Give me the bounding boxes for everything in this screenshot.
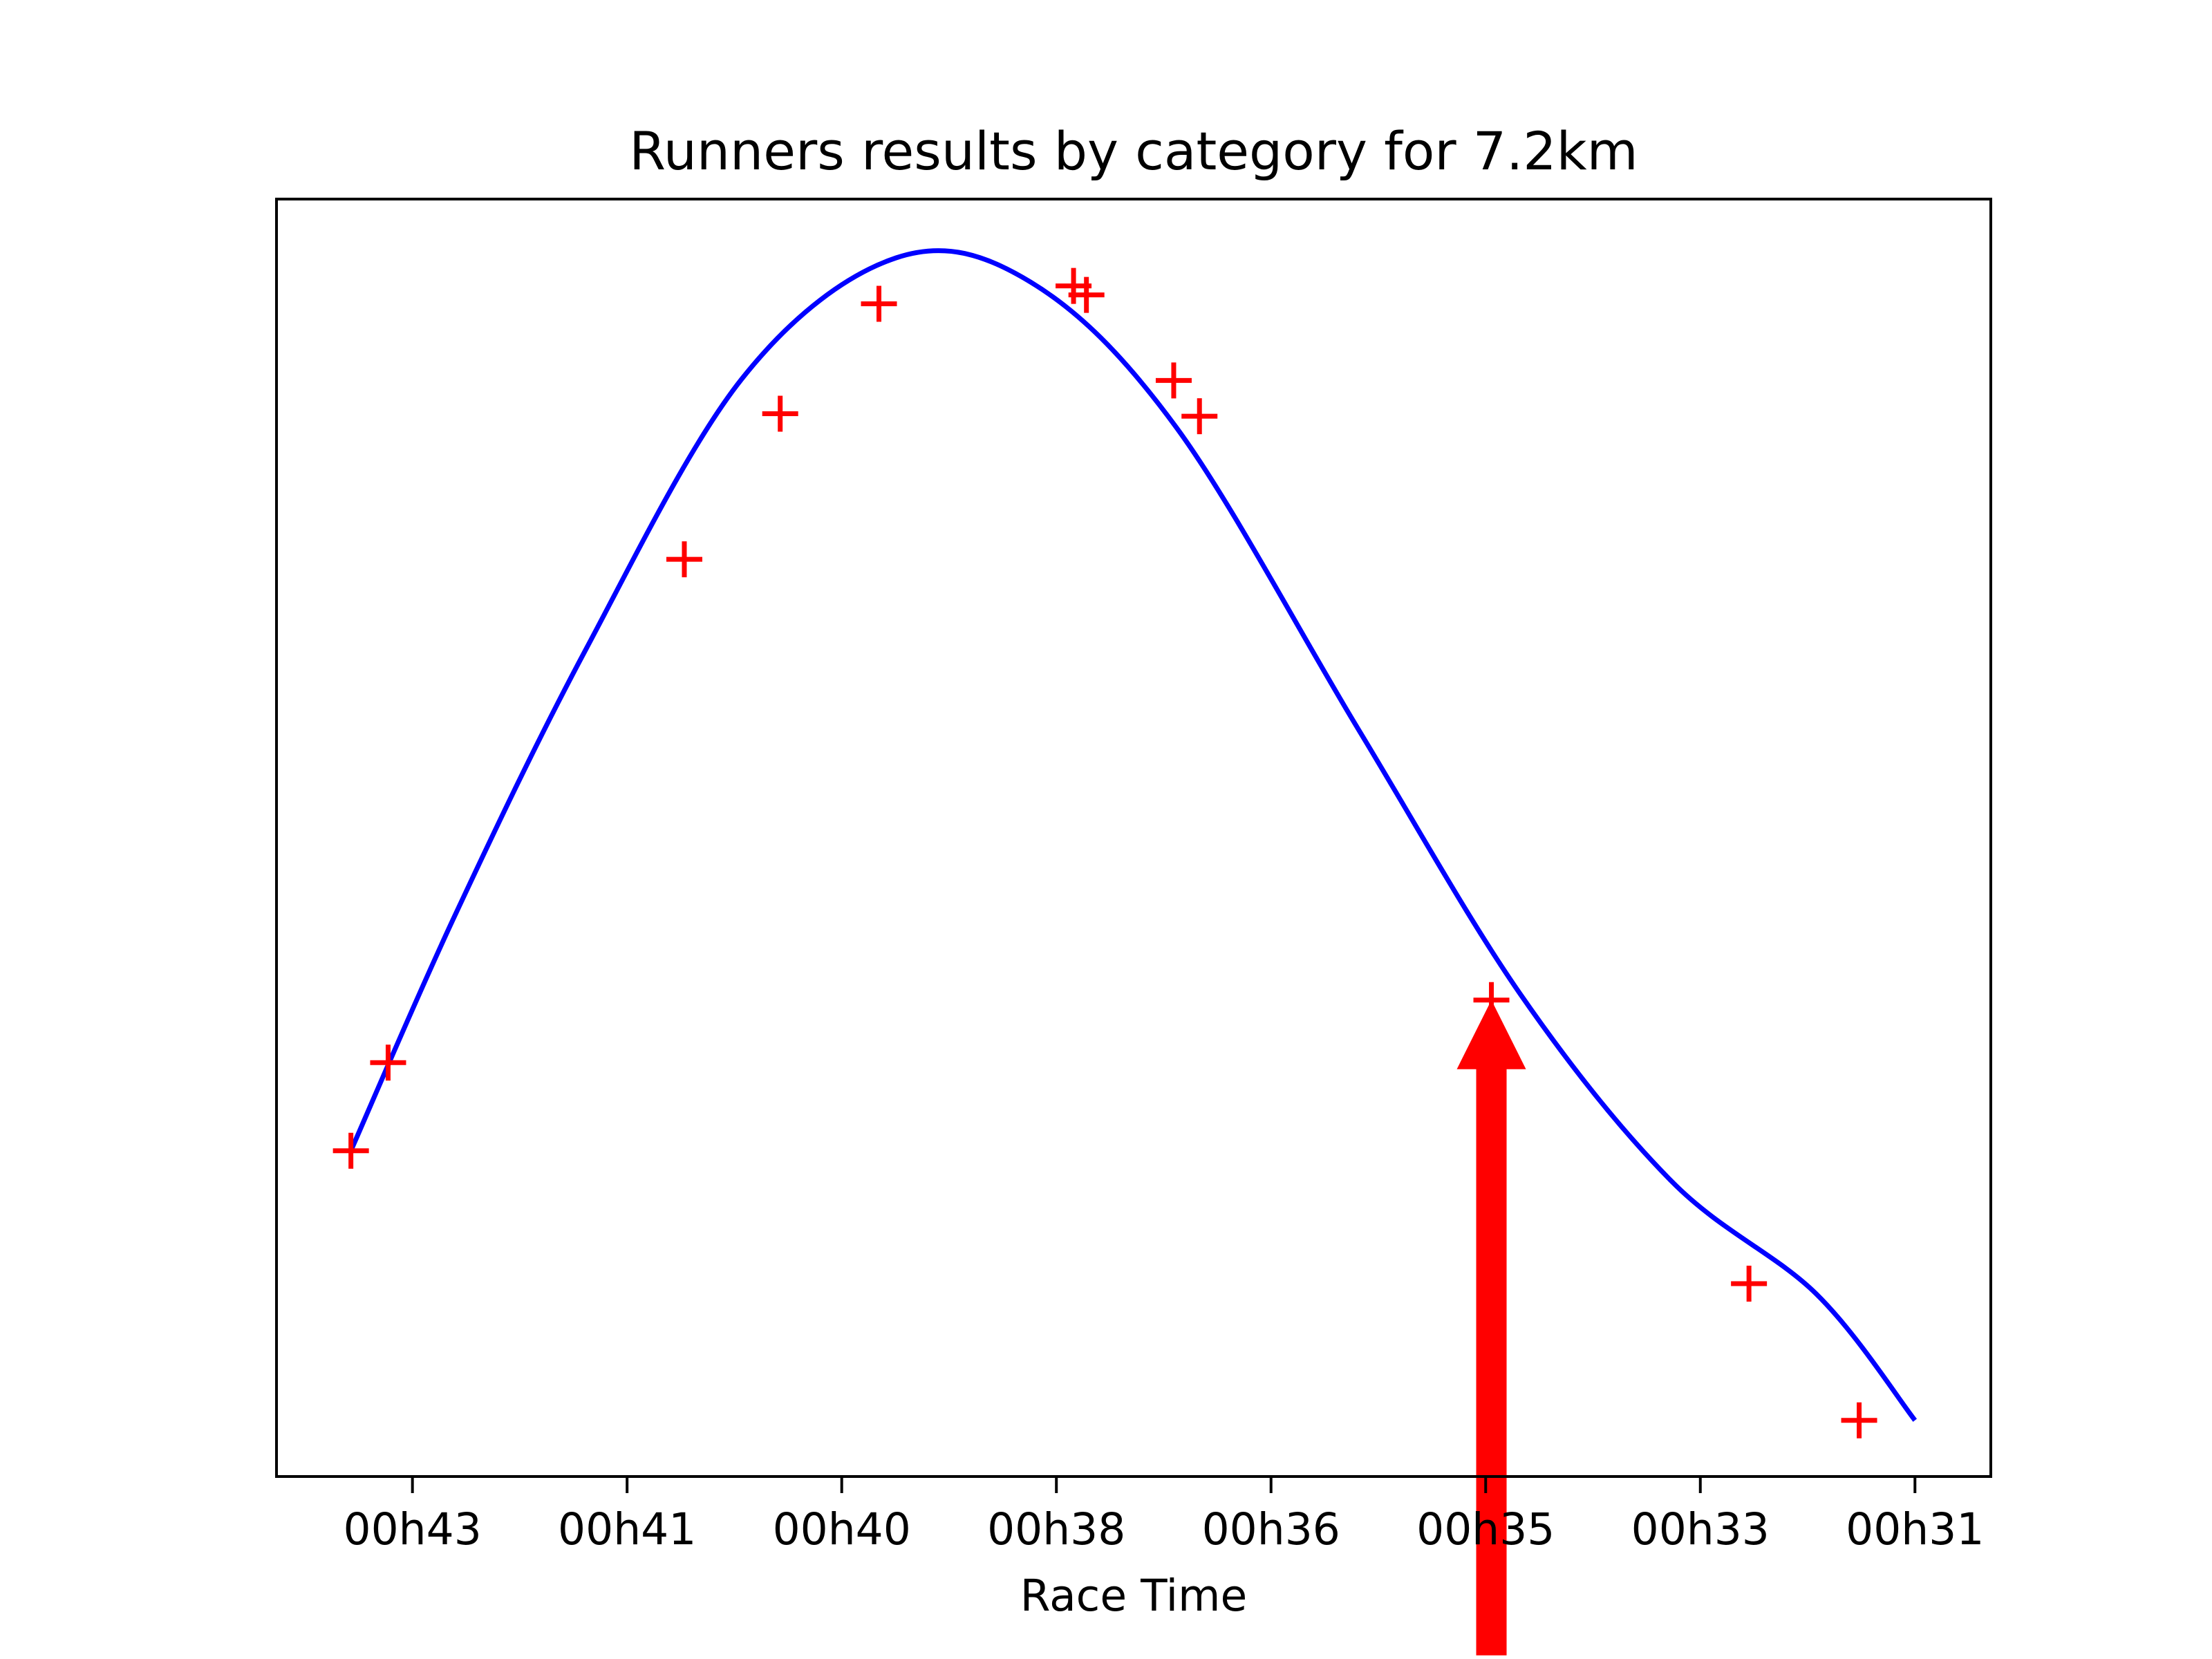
plot-frame	[275, 198, 1992, 1478]
data-point-marker-4	[762, 395, 798, 432]
data-point-marker-3	[666, 541, 702, 578]
data-point-marker-9	[1181, 398, 1218, 435]
chart-title: Runners results by category for 7.2km	[629, 120, 1638, 182]
x-tick-label: 00h36	[1202, 1504, 1340, 1555]
data-point-marker-1	[332, 1132, 369, 1169]
fit-curve	[348, 248, 1918, 1422]
x-tick-label: 00h35	[1416, 1504, 1555, 1555]
data-point-marker-5	[861, 285, 897, 322]
x-tick-label: 00h31	[1846, 1504, 1984, 1555]
x-tick-label: 00h38	[987, 1504, 1125, 1555]
x-tick-label: 00h40	[773, 1504, 911, 1555]
data-point-marker-7	[1068, 276, 1105, 313]
annotation-arrow	[1456, 1000, 1526, 1656]
data-point-marker-8	[1155, 362, 1192, 399]
x-tick-label: 00h41	[558, 1504, 696, 1555]
x-tick-label: 00h33	[1631, 1504, 1770, 1555]
x-ticks: 00h43 00h41 00h40 00h38 00h36 00h35 00h33 00h31	[344, 1477, 1984, 1555]
x-tick-label: 00h43	[344, 1504, 482, 1555]
annotation-layer	[1456, 1000, 1526, 1656]
x-axis-label: Race Time	[1020, 1571, 1248, 1621]
data-point-marker-11	[1731, 1265, 1768, 1302]
data-point-marker-2	[370, 1044, 406, 1081]
series-layer	[332, 248, 1918, 1438]
data-point-marker-12	[1841, 1402, 1877, 1438]
